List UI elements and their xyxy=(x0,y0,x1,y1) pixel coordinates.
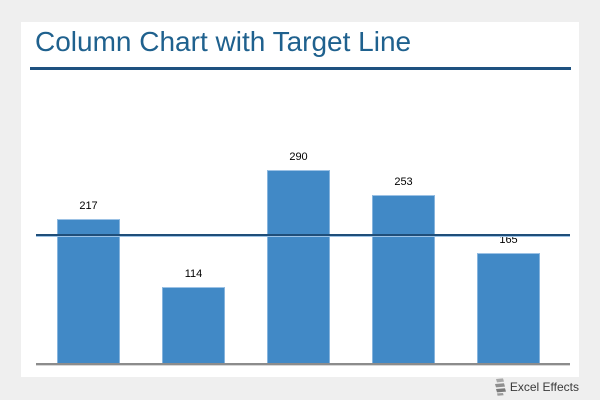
bar xyxy=(267,170,330,363)
excel-effects-logo-icon xyxy=(494,378,506,396)
bar xyxy=(162,287,225,363)
chart-title: Column Chart with Target Line xyxy=(35,26,412,57)
bar xyxy=(57,219,120,363)
brand-footer: Excel Effects xyxy=(493,377,579,397)
target-line xyxy=(36,234,570,237)
bar xyxy=(372,195,435,363)
chart-card: Column Chart with Target Line 217 114 290 2… xyxy=(21,22,579,377)
title-underline xyxy=(30,67,571,70)
plot-area: 217 114 290 253 165 xyxy=(36,80,570,366)
brand-text: Excel Effects xyxy=(509,380,579,394)
bar-value-label: 290 xyxy=(289,151,308,163)
bar-value-label: 165 xyxy=(499,234,518,246)
bar-value-label: 253 xyxy=(394,176,413,188)
bar-value-label: 217 xyxy=(79,200,98,212)
bar-value-label: 114 xyxy=(184,268,203,280)
bar xyxy=(477,253,540,363)
